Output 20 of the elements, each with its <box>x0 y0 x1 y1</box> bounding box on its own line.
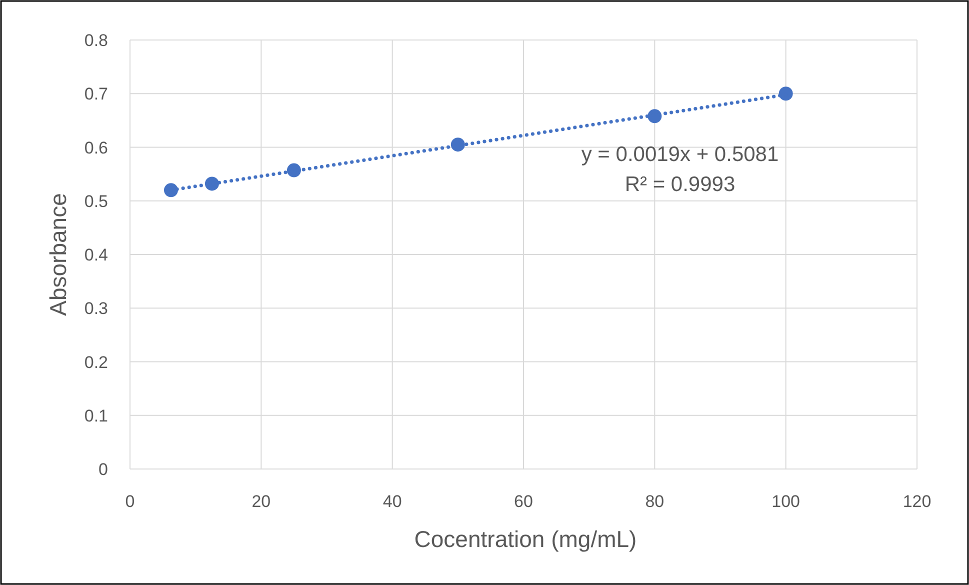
annotation: y = 0.0019x + 0.5081 <box>581 143 779 166</box>
y-tick-label: 0.8 <box>84 31 108 50</box>
y-tick-label: 0.4 <box>84 246 108 264</box>
y-tick-label: 0.2 <box>84 352 108 372</box>
x-tick-label: 100 <box>772 492 800 511</box>
x-tick-label: 60 <box>514 492 533 511</box>
y-tick-label: 0.1 <box>84 406 108 426</box>
y-tick-label: 0.7 <box>84 84 108 104</box>
x-tick-label: 0 <box>125 492 135 511</box>
y-tick-label: 0.5 <box>84 192 108 211</box>
y-tick-label: 0.3 <box>84 299 108 318</box>
y-tick-label: 0.6 <box>84 138 108 158</box>
annotation: R² = 0.9993 <box>624 173 736 196</box>
x-tick-label: 20 <box>252 492 271 511</box>
x-axis-title: Cocentration (mg/mL) <box>414 526 637 552</box>
y-axis-title: Absorbance <box>45 193 71 316</box>
x-tick-label: 120 <box>902 492 932 511</box>
x-tick-label: 40 <box>382 492 402 511</box>
y-tick-label: 0 <box>98 460 108 479</box>
x-tick-label: 80 <box>645 492 664 511</box>
